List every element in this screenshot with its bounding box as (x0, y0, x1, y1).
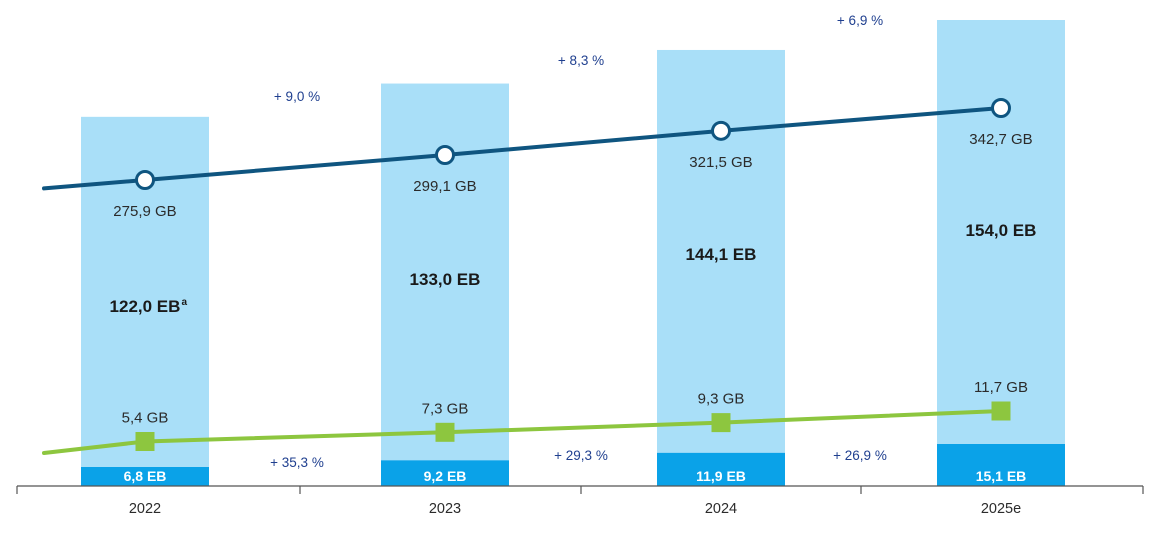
x-tick-label: 2022 (129, 501, 161, 517)
x-tick-label: 2024 (705, 501, 737, 517)
growth-label-total: + 6,9 % (837, 13, 883, 28)
data-label-total-gb: 342,7 GB (969, 131, 1032, 148)
growth-label-mobile: + 35,3 % (270, 455, 324, 470)
bar-mobile-2025e (937, 444, 1065, 486)
data-label-total-eb: 154,0 EB (966, 221, 1037, 240)
bar-mobile-2022 (81, 467, 209, 486)
data-label-mobile-eb: 6,8 EB (124, 468, 167, 484)
footnote-marker: a (181, 297, 187, 308)
data-label-mobile-eb: 11,9 EB (696, 468, 746, 484)
marker-square-2024 (711, 413, 731, 433)
marker-circle-2025e (991, 98, 1011, 118)
data-label-mobile-gb: 5,4 GB (122, 410, 169, 427)
growth-label-mobile: + 29,3 % (554, 448, 608, 463)
data-label-total-eb: 133,0 EB (410, 270, 481, 289)
data-label-total-gb: 299,1 GB (413, 178, 476, 195)
marker-circle-2024 (711, 120, 731, 141)
data-label-mobile-gb: 9,3 GB (698, 391, 745, 408)
data-label-total-gb: 275,9 GB (113, 203, 176, 220)
growth-label-mobile: + 26,9 % (833, 448, 887, 463)
marker-circle-2023 (435, 144, 455, 165)
x-tick-label: 2025e (981, 501, 1021, 517)
marker-circle-2022 (135, 170, 155, 190)
bar-mobile-2024 (657, 452, 785, 486)
marker-square-2022 (135, 432, 155, 451)
data-label-mobile-gb: 11,7 GB (974, 379, 1028, 396)
marker-square-2025e (991, 401, 1011, 421)
data-label-mobile-gb: 7,3 GB (422, 400, 469, 417)
growth-label-total: + 8,3 % (558, 53, 604, 68)
marker-square-2023 (435, 422, 455, 442)
data-label-total-eb: 144,1 EB (686, 245, 757, 264)
growth-label-total: + 9,0 % (274, 89, 320, 104)
data-label-total-eb: 122,0 EB (110, 297, 181, 316)
data-label-mobile-eb: 9,2 EB (424, 468, 467, 484)
bar-mobile-2023 (381, 460, 509, 486)
data-label-total-gb: 321,5 GB (689, 154, 752, 171)
data-label-mobile-eb: 15,1 EB (976, 468, 1027, 484)
x-tick-label: 2023 (429, 501, 461, 517)
